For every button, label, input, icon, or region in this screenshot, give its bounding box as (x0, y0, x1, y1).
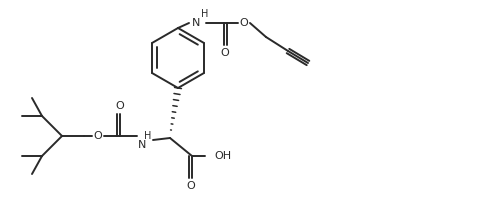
Text: O: O (221, 48, 229, 58)
Text: H: H (144, 131, 152, 141)
Text: OH: OH (214, 151, 231, 161)
Text: O: O (187, 181, 195, 191)
Text: N: N (192, 18, 200, 28)
Text: H: H (202, 9, 208, 19)
Text: N: N (138, 140, 146, 150)
Text: O: O (116, 101, 124, 111)
Text: O: O (94, 131, 102, 141)
Text: O: O (240, 18, 248, 28)
